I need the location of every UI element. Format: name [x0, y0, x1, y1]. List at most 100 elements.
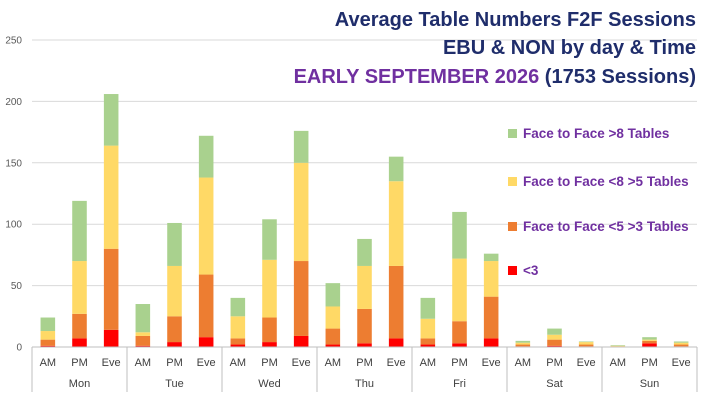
x-tick-label: Eve: [482, 357, 501, 369]
y-tick-label: 200: [5, 97, 22, 108]
bar-segment: [103, 145, 119, 249]
bar-segment: [388, 181, 404, 266]
chart-period-title: EARLY SEPTEMBER 2026 (1753 Sessions): [294, 66, 696, 89]
bar-segment: [135, 345, 151, 347]
x-tick-label: PM: [451, 357, 468, 369]
bar-segment: [420, 297, 436, 319]
bar-segment: [452, 343, 467, 347]
bar-segment: [642, 339, 657, 341]
bar-segment: [230, 297, 246, 317]
bar-segment: [167, 265, 182, 317]
bar-segment: [420, 318, 436, 339]
bar-segment: [135, 304, 151, 333]
bar-segment: [262, 259, 277, 318]
bar-segment: [103, 94, 119, 146]
y-tick-label: 50: [11, 281, 23, 292]
bar-segment: [578, 344, 594, 347]
bar-segment: [388, 338, 404, 347]
bar-segment: [40, 339, 56, 346]
bar-segment: [642, 340, 657, 344]
bar-segment: [388, 265, 404, 339]
bar-segment: [673, 344, 689, 347]
bar-segment: [103, 248, 119, 330]
bar-segment: [40, 345, 56, 347]
bar-segment: [515, 344, 531, 347]
x-tick-label: AM: [515, 357, 532, 369]
bar-segment: [673, 341, 689, 343]
bar-segment: [325, 283, 341, 307]
bar-segment: [198, 177, 214, 275]
chart-session-count: (1753 Sessions): [544, 66, 696, 88]
x-tick-label: PM: [356, 357, 373, 369]
x-tick-label: AM: [610, 357, 627, 369]
x-tick-label: Eve: [197, 357, 216, 369]
x-tick-label: Eve: [672, 357, 691, 369]
chart-title: Average Table Numbers F2F Sessions: [334, 9, 696, 31]
bar-segment: [198, 337, 214, 347]
x-tick-label: Eve: [292, 357, 311, 369]
x-tick-label: AM: [325, 357, 342, 369]
bar-segment: [642, 343, 657, 347]
bar-segment: [325, 328, 341, 345]
bar-segment: [452, 211, 467, 259]
bar-segment: [262, 219, 277, 260]
bar-segment: [452, 258, 467, 322]
bar-segment: [167, 316, 182, 343]
bar-segment: [325, 306, 341, 329]
day-label: Tue: [165, 378, 184, 390]
bar-segment: [293, 261, 309, 336]
chart-period: EARLY SEPTEMBER 2026: [293, 66, 540, 88]
legend-item-5-to-8: Face to Face <8 >5 Tables: [508, 174, 689, 189]
legend-item-over-8: Face to Face >8 Tables: [508, 126, 669, 141]
x-tick-label: PM: [71, 357, 88, 369]
x-tick-label: Eve: [387, 357, 406, 369]
bar-segment: [483, 261, 499, 297]
x-tick-label: AM: [135, 357, 152, 369]
bar-segment: [357, 238, 372, 266]
bar-segment: [103, 329, 119, 347]
x-tick-label: PM: [641, 357, 658, 369]
bar-segment: [40, 331, 56, 340]
bar-segment: [262, 342, 277, 347]
bar-segment: [325, 344, 341, 347]
bar-segment: [420, 338, 436, 345]
bar-segment: [547, 334, 562, 340]
legend-label: <3: [523, 263, 539, 278]
bar-segment: [293, 335, 309, 347]
legend-label: Face to Face >8 Tables: [523, 126, 670, 141]
legend-swatch-yellow: [508, 177, 517, 186]
legend-item-3-to-5: Face to Face <5 >3 Tables: [508, 219, 689, 234]
legend-swatch-orange: [508, 222, 517, 231]
x-tick-label: Eve: [577, 357, 596, 369]
bar-segment: [642, 337, 657, 340]
bar-segment: [135, 335, 151, 346]
bar-segment: [357, 265, 372, 309]
bar-segment: [578, 341, 594, 343]
bar-segment: [230, 316, 246, 339]
x-tick-label: Eve: [102, 357, 121, 369]
chart-subtitle: EBU & NON by day & Time: [442, 37, 696, 59]
x-tick-label: AM: [40, 357, 57, 369]
x-tick-label: PM: [166, 357, 183, 369]
bar-segment: [40, 317, 56, 332]
bar-segment: [198, 274, 214, 338]
bar-segment: [610, 345, 626, 347]
bar-segment: [230, 344, 246, 347]
bar-segment: [515, 342, 531, 345]
day-label: Sat: [546, 378, 563, 390]
legend-label: Face to Face <8 >5 Tables: [523, 174, 689, 189]
y-tick-label: 250: [5, 36, 22, 47]
day-label: Sun: [640, 378, 660, 390]
bar-segment: [262, 317, 277, 343]
bar-segment: [357, 308, 372, 344]
bar-segment: [673, 342, 689, 345]
x-tick-label: AM: [230, 357, 247, 369]
bar-segment: [293, 130, 309, 163]
bar-segment: [167, 342, 182, 347]
legend-swatch-red: [508, 266, 517, 275]
bar-segment: [72, 313, 87, 339]
bar-segment: [388, 156, 404, 182]
bar-segment: [483, 253, 499, 262]
